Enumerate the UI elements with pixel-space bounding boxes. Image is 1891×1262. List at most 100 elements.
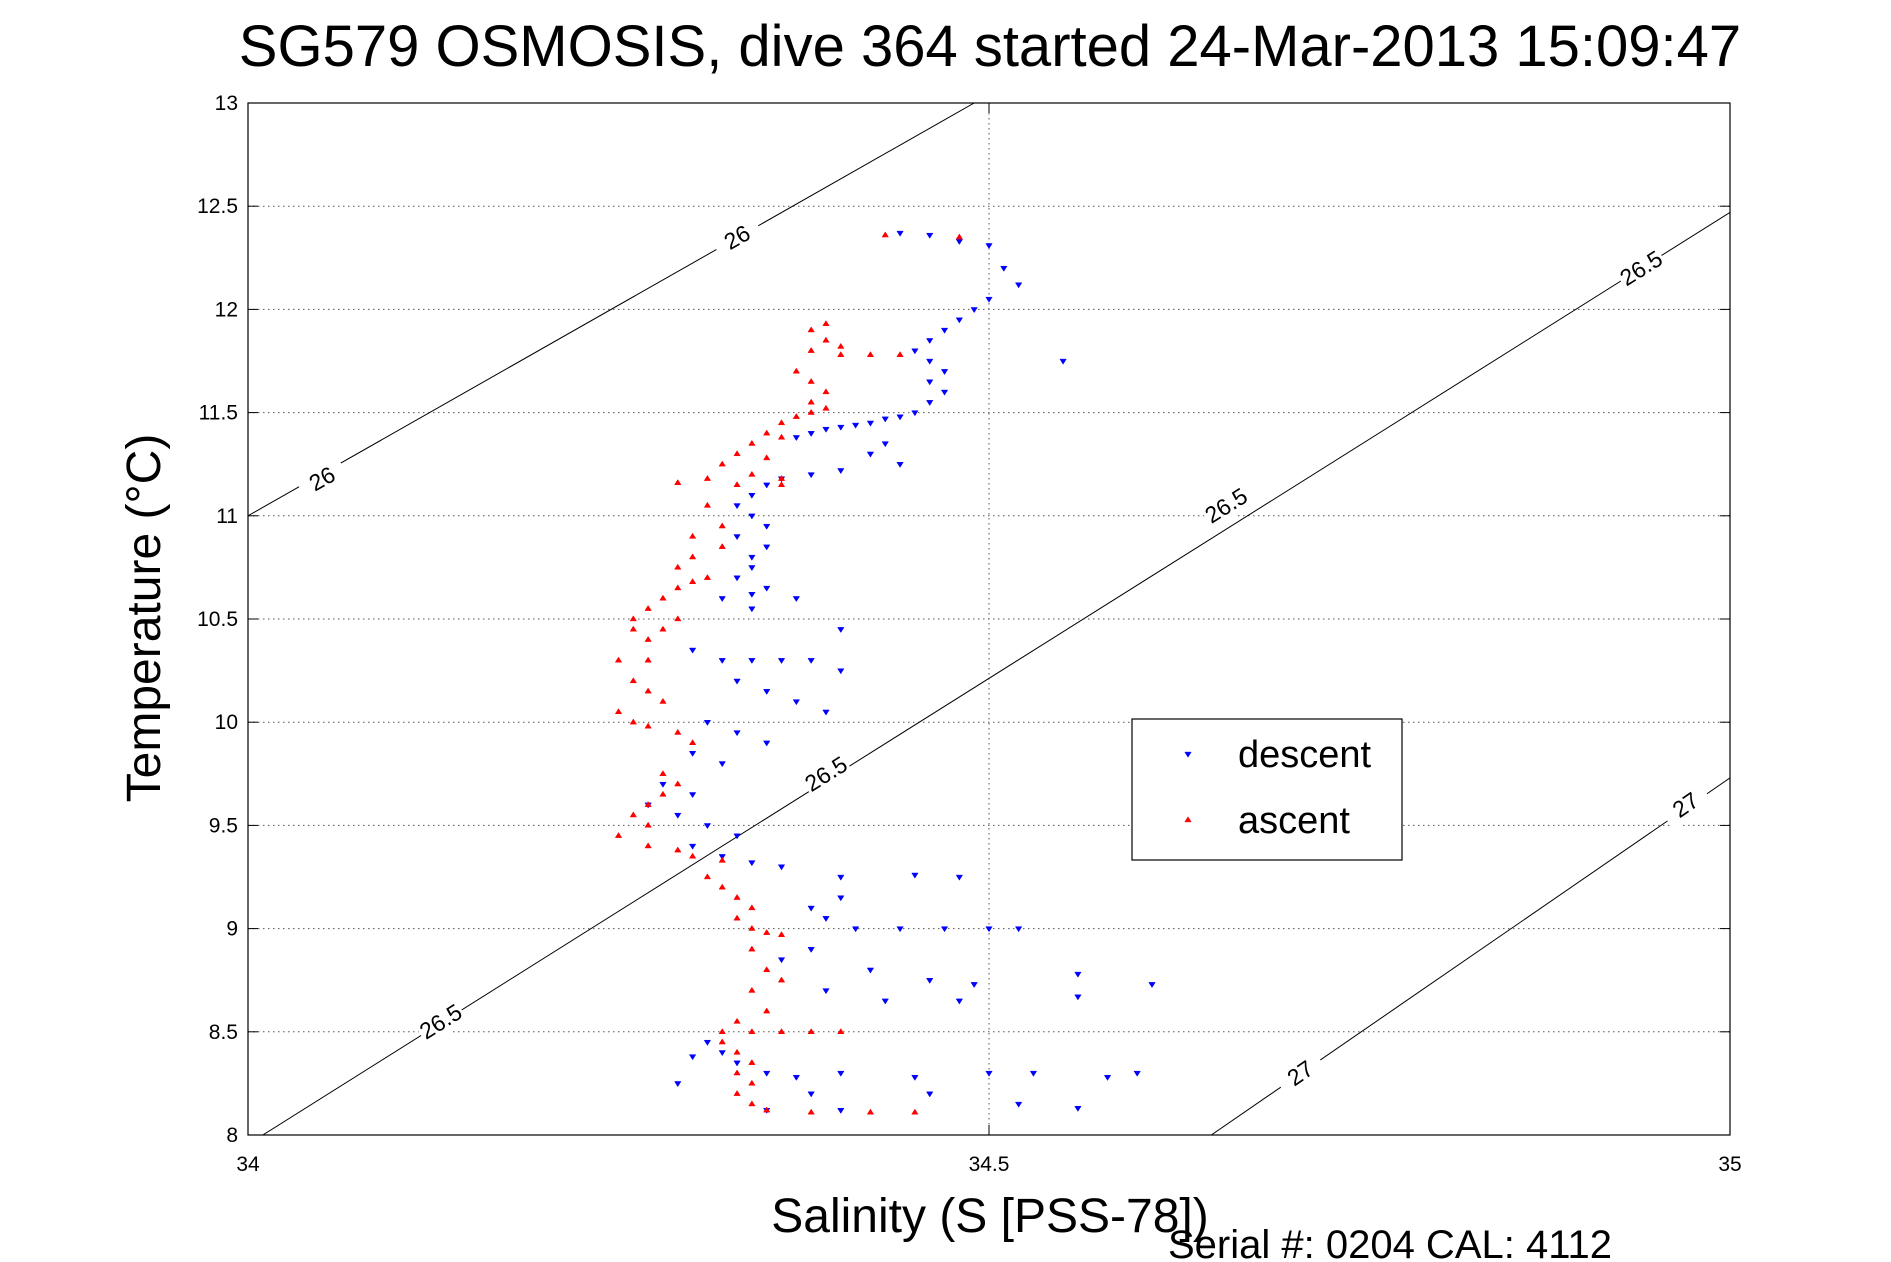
descent-point xyxy=(792,596,800,603)
descent-point xyxy=(837,1108,845,1114)
descent-point xyxy=(718,596,726,603)
descent-point xyxy=(792,435,800,442)
descent-point xyxy=(926,232,934,239)
descent-point xyxy=(688,750,697,757)
ascent-point xyxy=(866,351,875,357)
descent-point xyxy=(777,658,786,664)
ascent-point xyxy=(644,635,652,642)
descent-point xyxy=(940,369,949,375)
ascent-point xyxy=(659,790,667,797)
ascent-point xyxy=(792,367,800,374)
legend-label-ascent: ascent xyxy=(1238,800,1350,842)
descent-point xyxy=(866,420,875,427)
ascent-point xyxy=(763,929,771,935)
y-tick-label: 9.5 xyxy=(209,814,238,837)
ascent-point xyxy=(688,852,697,859)
ascent-point xyxy=(644,656,652,663)
ascent-point xyxy=(659,697,667,704)
descent-point xyxy=(1074,1105,1082,1112)
ascent-point xyxy=(688,532,697,539)
ascent-point xyxy=(748,1028,756,1034)
descent-point xyxy=(1133,1070,1141,1077)
ascent-point xyxy=(629,677,637,684)
descent-point xyxy=(763,523,771,530)
descent-point xyxy=(763,585,771,592)
serial-cal-footer: Serial #: 0204 CAL: 4112 xyxy=(1168,1223,1612,1262)
ascent-point xyxy=(777,481,786,488)
ascent-point xyxy=(822,336,830,343)
y-tick-label: 10 xyxy=(215,711,238,734)
descent-point xyxy=(926,358,934,365)
density-contour-label-bg xyxy=(709,213,765,262)
ascent-point xyxy=(837,1028,845,1034)
ascent-point xyxy=(822,404,830,411)
ascent-point xyxy=(718,883,726,890)
descent-point xyxy=(718,1050,726,1057)
ascent-point xyxy=(674,563,682,570)
ascent-point xyxy=(955,233,964,240)
ascent-point xyxy=(629,625,637,632)
ascent-point xyxy=(674,584,682,591)
density-contour-label-bg xyxy=(1272,1047,1328,1099)
y-tick-label: 11.5 xyxy=(199,402,238,425)
descent-point xyxy=(748,606,756,613)
ascent-point xyxy=(896,351,904,357)
ascent-point xyxy=(718,543,726,549)
ascent-point xyxy=(718,522,726,529)
descent-point xyxy=(822,709,830,716)
ascent-point xyxy=(659,594,667,601)
ascent-point xyxy=(659,625,667,632)
descent-point xyxy=(851,422,860,429)
y-tick-label: 8 xyxy=(226,1124,238,1147)
ascent-point xyxy=(733,893,741,900)
y-tick-label: 8.5 xyxy=(209,1021,238,1044)
ascent-point xyxy=(703,501,712,508)
descent-point xyxy=(1014,1101,1023,1108)
descent-point xyxy=(911,1075,919,1081)
ascent-point xyxy=(629,811,637,818)
ascent-point xyxy=(763,1007,771,1014)
descent-point xyxy=(881,998,889,1005)
descent-point xyxy=(1074,971,1082,978)
descent-point xyxy=(733,1060,741,1067)
legend: descent ascent xyxy=(1131,718,1403,861)
descent-point xyxy=(688,1054,697,1061)
descent-point xyxy=(955,317,964,324)
ascent-point xyxy=(807,1108,815,1115)
descent-point xyxy=(970,982,978,988)
descent-point xyxy=(837,874,845,881)
ascent-point xyxy=(733,1069,741,1076)
ascent-point xyxy=(659,770,667,776)
density-contour-label-bg xyxy=(412,996,469,1047)
descent-point xyxy=(763,689,771,695)
descent-point xyxy=(688,792,697,799)
descent-point xyxy=(748,860,756,867)
descent-point xyxy=(733,678,741,685)
descent-point xyxy=(733,730,741,737)
ascent-point xyxy=(688,553,697,560)
ascent-point xyxy=(748,1100,756,1107)
y-tick-label: 9 xyxy=(226,918,238,941)
ascent-point xyxy=(807,377,815,384)
ascent-point xyxy=(748,945,756,952)
ascent-point xyxy=(822,388,830,395)
ascent-point xyxy=(748,986,756,993)
descent-point xyxy=(926,1091,934,1098)
ascent-point xyxy=(748,1079,756,1086)
ascent-point xyxy=(674,615,682,622)
descent-point xyxy=(955,239,964,245)
legend-marker-ascent xyxy=(1184,816,1192,823)
legend-marker-descent xyxy=(1184,751,1192,758)
ascent-point xyxy=(748,1059,756,1065)
descent-point xyxy=(763,482,771,489)
descent-point xyxy=(822,426,830,433)
descent-point xyxy=(822,916,830,922)
descent-point xyxy=(1103,1075,1112,1081)
y-tick-label: 12.5 xyxy=(197,195,238,218)
ascent-point xyxy=(644,842,652,849)
descent-point xyxy=(1059,358,1067,365)
y-axis-label: Temperature (°C) xyxy=(118,434,171,803)
descent-point xyxy=(807,905,815,912)
grid xyxy=(248,103,1730,1135)
